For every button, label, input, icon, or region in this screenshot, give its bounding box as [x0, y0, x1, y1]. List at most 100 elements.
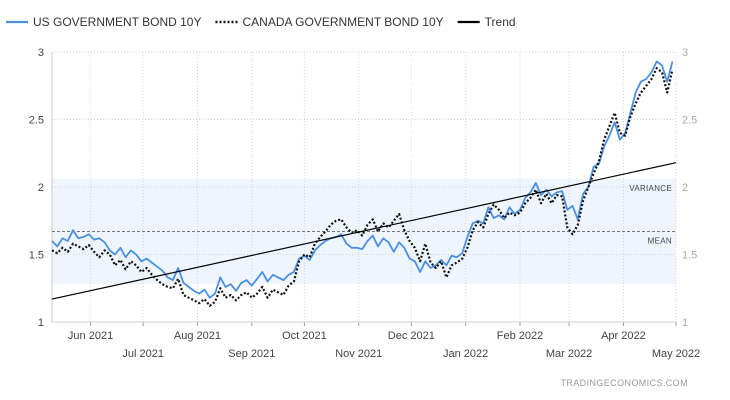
- series-line-trend: [51, 162, 677, 300]
- data-point-us-government-bond-10y: [109, 250, 111, 252]
- data-point-us-government-bond-10y: [561, 190, 563, 192]
- data-point-canada-government-bond-10y: [104, 250, 106, 252]
- data-point-us-government-bond-10y: [430, 267, 432, 269]
- data-point-us-government-bond-10y: [493, 217, 495, 219]
- data-point-us-government-bond-10y: [367, 240, 369, 242]
- data-point-us-government-bond-10y: [114, 254, 116, 256]
- data-point-canada-government-bond-10y: [572, 233, 574, 235]
- data-point-canada-government-bond-10y: [298, 260, 300, 262]
- y-tick-label-right: 3: [682, 47, 688, 59]
- data-point-us-government-bond-10y: [172, 279, 174, 281]
- data-point-canada-government-bond-10y: [661, 71, 663, 73]
- data-point-us-government-bond-10y: [446, 264, 448, 266]
- data-point-canada-government-bond-10y: [256, 293, 258, 295]
- data-point-canada-government-bond-10y: [519, 212, 521, 214]
- data-point-us-government-bond-10y: [388, 241, 390, 243]
- data-point-canada-government-bond-10y: [477, 221, 479, 223]
- source-credit: TRADINGECONOMICS.COM: [560, 378, 688, 388]
- series-line-canada-government-bond-10y: [51, 67, 674, 307]
- data-point-canada-government-bond-10y: [267, 297, 269, 299]
- data-point-canada-government-bond-10y: [67, 251, 69, 253]
- data-point-us-government-bond-10y: [556, 192, 558, 194]
- x-tick-label: Aug 2021: [174, 330, 221, 342]
- data-point-us-government-bond-10y: [645, 78, 647, 80]
- data-point-us-government-bond-10y: [572, 205, 574, 207]
- data-point-us-government-bond-10y: [456, 256, 458, 258]
- data-point-canada-government-bond-10y: [288, 285, 290, 287]
- data-point-canada-government-bond-10y: [309, 256, 311, 258]
- data-point-canada-government-bond-10y: [398, 213, 400, 215]
- data-point-canada-government-bond-10y: [561, 196, 563, 198]
- y-tick-label-right: 2: [682, 182, 688, 194]
- data-point-canada-government-bond-10y: [356, 229, 358, 231]
- data-point-us-government-bond-10y: [566, 209, 568, 211]
- data-point-us-government-bond-10y: [177, 267, 179, 269]
- data-point-canada-government-bond-10y: [283, 294, 285, 296]
- data-point-us-government-bond-10y: [498, 214, 500, 216]
- data-point-us-government-bond-10y: [88, 233, 90, 235]
- data-point-us-government-bond-10y: [98, 237, 100, 239]
- data-point-us-government-bond-10y: [188, 286, 190, 288]
- data-point-canada-government-bond-10y: [472, 229, 474, 231]
- data-point-canada-government-bond-10y: [177, 278, 179, 280]
- data-point-us-government-bond-10y: [319, 244, 321, 246]
- data-point-canada-government-bond-10y: [172, 287, 174, 289]
- data-point-us-government-bond-10y: [603, 146, 605, 148]
- data-point-us-government-bond-10y: [593, 166, 595, 168]
- data-point-us-government-bond-10y: [125, 256, 127, 258]
- data-point-us-government-bond-10y: [240, 282, 242, 284]
- data-point-canada-government-bond-10y: [261, 286, 263, 288]
- data-point-us-government-bond-10y: [377, 246, 379, 248]
- data-point-canada-government-bond-10y: [530, 197, 532, 199]
- data-point-us-government-bond-10y: [104, 241, 106, 243]
- data-point-us-government-bond-10y: [162, 270, 164, 272]
- mean-label: MEAN: [648, 237, 672, 246]
- data-point-canada-government-bond-10y: [556, 194, 558, 196]
- data-point-canada-government-bond-10y: [72, 243, 74, 245]
- data-point-us-government-bond-10y: [288, 274, 290, 276]
- y-tick-label: 1: [38, 317, 44, 329]
- data-point-canada-government-bond-10y: [330, 224, 332, 226]
- data-point-canada-government-bond-10y: [609, 125, 611, 127]
- data-point-us-government-bond-10y: [261, 271, 263, 273]
- data-point-canada-government-bond-10y: [624, 135, 626, 137]
- x-tick-label: Nov 2021: [335, 348, 382, 360]
- x-tick-label: Jan 2022: [443, 348, 488, 360]
- data-point-canada-government-bond-10y: [393, 220, 395, 222]
- data-point-us-government-bond-10y: [151, 262, 153, 264]
- data-point-us-government-bond-10y: [135, 254, 137, 256]
- data-point-us-government-bond-10y: [530, 192, 532, 194]
- data-point-canada-government-bond-10y: [377, 231, 379, 233]
- data-point-canada-government-bond-10y: [498, 209, 500, 211]
- data-point-canada-government-bond-10y: [645, 85, 647, 87]
- y-tick-label-right: 1: [682, 317, 688, 329]
- data-point-us-government-bond-10y: [582, 193, 584, 195]
- data-point-canada-government-bond-10y: [219, 287, 221, 289]
- data-point-canada-government-bond-10y: [325, 231, 327, 233]
- data-point-canada-government-bond-10y: [577, 224, 579, 226]
- data-point-us-government-bond-10y: [672, 61, 674, 63]
- data-point-us-government-bond-10y: [414, 260, 416, 262]
- data-point-canada-government-bond-10y: [493, 204, 495, 206]
- data-point-canada-government-bond-10y: [156, 279, 158, 281]
- data-point-canada-government-bond-10y: [488, 213, 490, 215]
- data-point-canada-government-bond-10y: [666, 92, 668, 94]
- data-point-canada-government-bond-10y: [656, 67, 658, 69]
- data-point-us-government-bond-10y: [651, 71, 653, 73]
- x-tick-label: Jun 2021: [68, 330, 113, 342]
- data-point-canada-government-bond-10y: [130, 260, 132, 262]
- data-point-us-government-bond-10y: [314, 250, 316, 252]
- data-point-canada-government-bond-10y: [319, 236, 321, 238]
- data-point-us-government-bond-10y: [346, 243, 348, 245]
- data-point-canada-government-bond-10y: [183, 294, 185, 296]
- data-point-us-government-bond-10y: [167, 277, 169, 279]
- data-point-us-government-bond-10y: [461, 252, 463, 254]
- data-point-us-government-bond-10y: [435, 264, 437, 266]
- data-point-canada-government-bond-10y: [361, 235, 363, 237]
- data-point-us-government-bond-10y: [535, 182, 537, 184]
- data-point-us-government-bond-10y: [298, 258, 300, 260]
- data-point-canada-government-bond-10y: [88, 244, 90, 246]
- data-point-canada-government-bond-10y: [277, 291, 279, 293]
- data-point-canada-government-bond-10y: [114, 264, 116, 266]
- data-point-us-government-bond-10y: [83, 236, 85, 238]
